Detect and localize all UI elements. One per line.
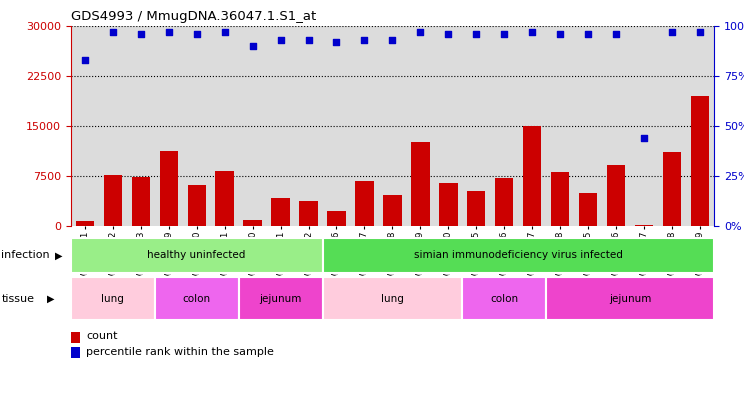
- Bar: [322, 238, 714, 273]
- Bar: [607, 165, 626, 226]
- Bar: [327, 211, 346, 226]
- Text: tissue: tissue: [1, 294, 34, 304]
- Bar: [356, 181, 373, 226]
- Text: healthy uninfected: healthy uninfected: [147, 250, 246, 261]
- Bar: [216, 171, 234, 226]
- Bar: [546, 277, 714, 320]
- Point: [303, 37, 315, 43]
- Point: [610, 30, 622, 37]
- Bar: [299, 200, 318, 226]
- Bar: [272, 198, 289, 226]
- Text: jejunum: jejunum: [609, 294, 652, 304]
- Point: [275, 37, 286, 43]
- Point: [470, 30, 482, 37]
- Point: [246, 42, 258, 49]
- Bar: [523, 126, 542, 226]
- Bar: [239, 277, 322, 320]
- Bar: [322, 277, 463, 320]
- Text: ▶: ▶: [55, 250, 62, 261]
- Point: [414, 28, 426, 35]
- Bar: [551, 172, 569, 226]
- Point: [106, 28, 118, 35]
- Bar: [467, 191, 486, 226]
- Bar: [496, 178, 513, 226]
- Point: [387, 37, 399, 43]
- Point: [443, 30, 455, 37]
- Bar: [71, 277, 155, 320]
- Text: lung: lung: [101, 294, 124, 304]
- Bar: [383, 195, 402, 226]
- Bar: [691, 95, 709, 226]
- Bar: [187, 185, 205, 226]
- Bar: [159, 151, 178, 226]
- Point: [79, 57, 91, 63]
- Point: [190, 30, 202, 37]
- Text: lung: lung: [381, 294, 404, 304]
- Bar: [463, 277, 546, 320]
- Bar: [663, 152, 682, 226]
- Point: [527, 28, 539, 35]
- Bar: [76, 221, 94, 226]
- Point: [163, 28, 175, 35]
- Bar: [243, 220, 262, 226]
- Text: percentile rank within the sample: percentile rank within the sample: [86, 347, 275, 357]
- Point: [694, 28, 706, 35]
- Bar: [580, 193, 597, 226]
- Text: colon: colon: [490, 294, 519, 304]
- Point: [667, 28, 679, 35]
- Point: [135, 30, 147, 37]
- Bar: [439, 182, 458, 226]
- Bar: [635, 225, 653, 226]
- Bar: [103, 175, 122, 226]
- Text: count: count: [86, 331, 118, 342]
- Text: simian immunodeficiency virus infected: simian immunodeficiency virus infected: [414, 250, 623, 261]
- Point: [498, 30, 510, 37]
- Point: [330, 39, 342, 45]
- Point: [359, 37, 371, 43]
- Point: [554, 30, 566, 37]
- Bar: [132, 177, 150, 226]
- Text: colon: colon: [182, 294, 211, 304]
- Bar: [71, 238, 322, 273]
- Point: [219, 28, 231, 35]
- Text: infection: infection: [1, 250, 50, 261]
- Point: [583, 30, 594, 37]
- Text: GDS4993 / MmugDNA.36047.1.S1_at: GDS4993 / MmugDNA.36047.1.S1_at: [71, 10, 316, 23]
- Text: ▶: ▶: [47, 294, 54, 304]
- Text: jejunum: jejunum: [260, 294, 302, 304]
- Point: [638, 135, 650, 141]
- Bar: [411, 142, 429, 226]
- Bar: [155, 277, 239, 320]
